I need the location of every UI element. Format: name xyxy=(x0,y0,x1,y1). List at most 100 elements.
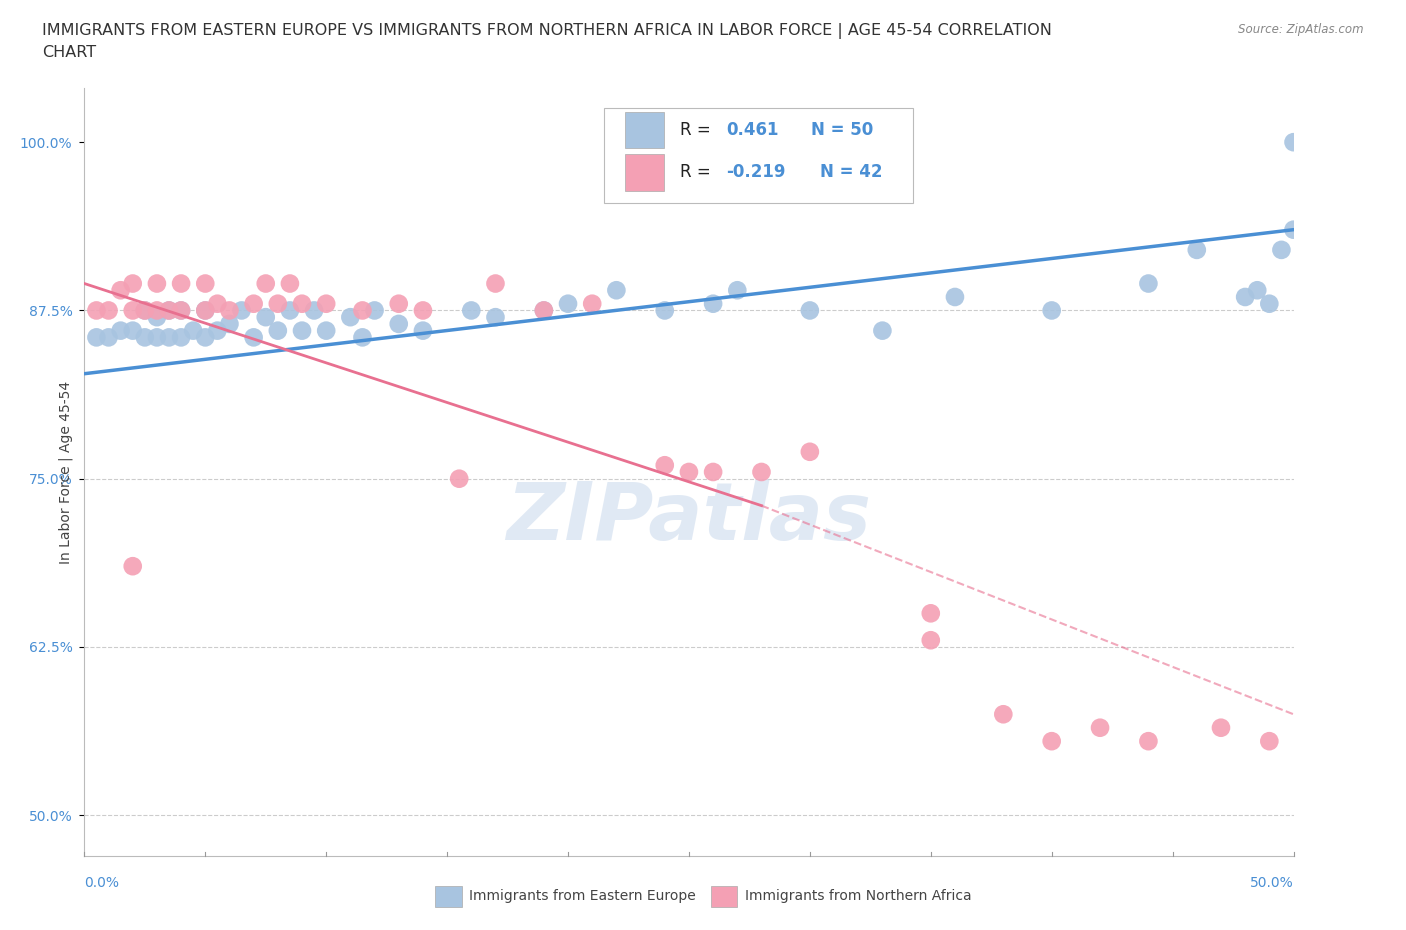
Point xyxy=(1040,303,1063,318)
Point xyxy=(1246,283,1268,298)
Point xyxy=(605,283,627,298)
Point xyxy=(97,303,120,318)
Text: Source: ZipAtlas.com: Source: ZipAtlas.com xyxy=(1239,23,1364,36)
Point xyxy=(1270,243,1292,258)
Point xyxy=(291,297,314,312)
Point xyxy=(157,330,180,345)
Text: Immigrants from Northern Africa: Immigrants from Northern Africa xyxy=(745,889,972,903)
Point xyxy=(157,303,180,318)
Point xyxy=(181,324,204,339)
FancyBboxPatch shape xyxy=(710,885,737,907)
Point xyxy=(110,324,132,339)
Point xyxy=(194,330,217,345)
Point xyxy=(146,330,169,345)
Point xyxy=(412,303,434,318)
Point xyxy=(449,472,471,486)
Y-axis label: In Labor Force | Age 45-54: In Labor Force | Age 45-54 xyxy=(59,380,73,564)
Point xyxy=(352,330,374,345)
Point xyxy=(254,276,277,291)
Point xyxy=(218,303,240,318)
Point xyxy=(121,276,143,291)
Point xyxy=(943,289,966,304)
Point xyxy=(194,303,217,318)
Point xyxy=(702,297,724,312)
Text: Immigrants from Eastern Europe: Immigrants from Eastern Europe xyxy=(468,889,696,903)
Point xyxy=(121,559,143,574)
Point xyxy=(702,465,724,480)
Point xyxy=(207,297,229,312)
Point xyxy=(460,303,482,318)
Text: 0.0%: 0.0% xyxy=(84,876,120,890)
Text: ZIPatlas: ZIPatlas xyxy=(506,479,872,557)
Text: CHART: CHART xyxy=(42,45,96,60)
Text: 50.0%: 50.0% xyxy=(1250,876,1294,890)
Point xyxy=(254,310,277,325)
Point xyxy=(1088,721,1111,736)
Point xyxy=(920,605,942,620)
Point xyxy=(751,465,773,480)
Point xyxy=(146,303,169,318)
Point xyxy=(388,316,411,331)
Point xyxy=(1282,135,1305,150)
Point xyxy=(1282,222,1305,237)
Point xyxy=(86,303,108,318)
Point xyxy=(121,324,143,339)
Point xyxy=(146,310,169,325)
Point xyxy=(86,330,108,345)
Point xyxy=(278,276,301,291)
Point xyxy=(533,303,555,318)
Point xyxy=(339,310,361,325)
Point xyxy=(134,303,156,318)
Point xyxy=(170,276,193,291)
Point xyxy=(1258,734,1281,749)
Point xyxy=(799,445,821,459)
Point xyxy=(267,297,290,312)
Text: 0.461: 0.461 xyxy=(727,121,779,139)
Point xyxy=(654,458,676,472)
Point xyxy=(557,297,579,312)
Point xyxy=(581,297,603,312)
Point xyxy=(146,276,169,291)
Point xyxy=(363,303,385,318)
Point xyxy=(110,283,132,298)
Point xyxy=(170,303,193,318)
Point xyxy=(194,303,217,318)
Point xyxy=(1258,297,1281,312)
Text: N = 42: N = 42 xyxy=(820,164,882,181)
Point xyxy=(97,330,120,345)
Point xyxy=(218,316,240,331)
Point xyxy=(484,276,506,291)
Point xyxy=(315,324,337,339)
Text: R =: R = xyxy=(681,121,717,139)
Point xyxy=(1234,289,1257,304)
Point xyxy=(267,324,290,339)
Point xyxy=(872,324,894,339)
Point xyxy=(725,283,748,298)
Point xyxy=(412,324,434,339)
FancyBboxPatch shape xyxy=(434,885,461,907)
Point xyxy=(291,324,314,339)
Point xyxy=(302,303,325,318)
Point xyxy=(134,303,156,318)
FancyBboxPatch shape xyxy=(624,112,664,149)
Point xyxy=(654,303,676,318)
Point xyxy=(242,330,264,345)
Point xyxy=(242,297,264,312)
Text: N = 50: N = 50 xyxy=(811,121,873,139)
Point xyxy=(1137,276,1160,291)
FancyBboxPatch shape xyxy=(624,154,664,191)
Point xyxy=(1040,734,1063,749)
Point xyxy=(484,310,506,325)
Point xyxy=(993,707,1015,722)
Point xyxy=(678,465,700,480)
Text: IMMIGRANTS FROM EASTERN EUROPE VS IMMIGRANTS FROM NORTHERN AFRICA IN LABOR FORCE: IMMIGRANTS FROM EASTERN EUROPE VS IMMIGR… xyxy=(42,23,1052,39)
Text: -0.219: -0.219 xyxy=(727,164,786,181)
Point xyxy=(170,330,193,345)
Point xyxy=(352,303,374,318)
Point xyxy=(194,276,217,291)
Point xyxy=(231,303,253,318)
Text: R =: R = xyxy=(681,164,717,181)
Point xyxy=(1137,734,1160,749)
Point xyxy=(388,297,411,312)
Point xyxy=(207,324,229,339)
